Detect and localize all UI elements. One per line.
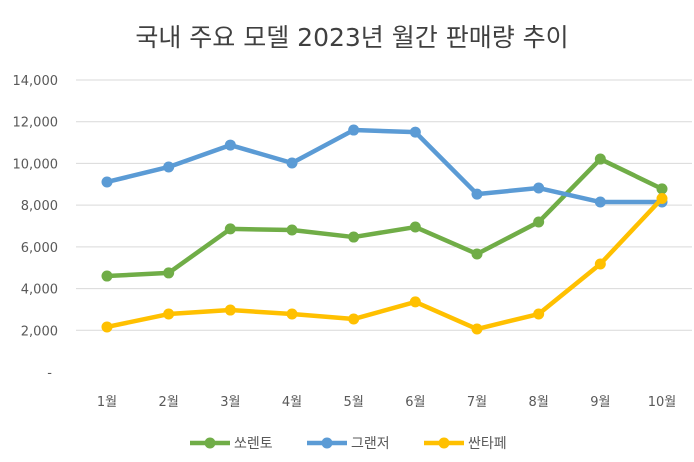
data-point [224,223,236,235]
legend-label: 쏘렌토 [234,436,273,452]
data-point [533,216,545,228]
x-tick-label: 2월 [159,395,179,410]
legend-item: 쏘렌토 [190,436,273,452]
data-point [656,192,668,204]
data-point [471,188,483,200]
data-point [163,308,175,320]
x-tick-label: 6월 [405,395,425,410]
data-point [656,183,668,195]
y-tick-label: - [47,366,52,381]
legend-marker [204,437,216,449]
y-tick-label: 12,000 [13,116,59,131]
x-tick-label: 1월 [97,395,117,410]
legend-marker [321,437,333,449]
data-point [533,308,545,320]
x-tick-label: 8월 [529,395,549,410]
data-point [594,258,606,270]
data-point [101,270,113,282]
y-tick-label: 14,000 [13,74,59,89]
data-point [101,321,113,333]
data-point [286,308,298,320]
data-point [101,176,113,188]
data-point [409,296,421,308]
series-line [106,196,664,332]
x-tick-label: 7월 [467,395,487,410]
x-tick-label: 9월 [590,395,610,410]
x-tick-label: 10월 [648,395,677,410]
series-line [106,127,662,205]
data-point [348,124,360,136]
data-point [286,224,298,236]
legend-item: 그랜저 [307,436,390,452]
series-line [106,156,663,279]
x-tick-label: 5월 [344,395,364,410]
legend-label: 싼타페 [468,436,507,452]
data-point [348,313,360,325]
data-point [594,153,606,165]
legend-label: 그랜저 [351,436,390,452]
y-tick-label: 2,000 [21,324,58,339]
data-point [471,323,483,335]
data-point [409,221,421,233]
series-쏘렌토 [101,153,668,282]
data-point [471,248,483,260]
data-point [409,126,421,138]
data-point [594,196,606,208]
data-point [348,231,360,243]
data-point [163,161,175,173]
x-tick-label: 3월 [220,395,240,410]
data-point [533,182,545,194]
y-tick-label: 6,000 [21,241,58,256]
legend-marker [438,437,450,449]
chart-title: 국내 주요 모델 2023년 월간 판매량 추이 [135,23,568,52]
data-point [163,267,175,279]
x-tick-label: 4월 [282,395,302,410]
series-그랜저 [101,124,668,208]
y-tick-label: 4,000 [21,283,58,298]
data-point [286,157,298,169]
data-point [224,139,236,151]
data-point [224,304,236,316]
series-싼타페 [101,192,668,335]
y-tick-label: 8,000 [21,199,58,214]
y-tick-label: 10,000 [13,157,59,172]
legend-item: 싼타페 [424,436,507,452]
